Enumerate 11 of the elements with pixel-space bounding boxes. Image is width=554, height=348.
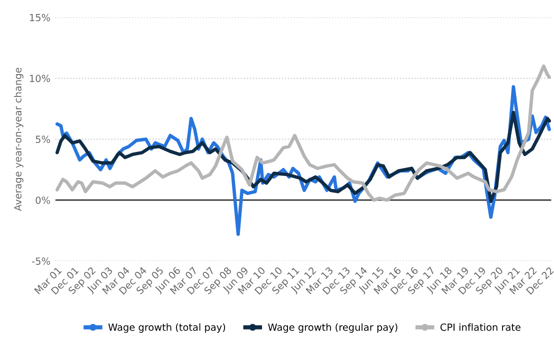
legend-label: CPI inflation rate	[440, 323, 520, 331]
y-tick-label: 15%	[30, 14, 50, 22]
legend-label: Wage growth (regular pay)	[268, 323, 398, 333]
y-tick-label: 0%	[36, 196, 50, 204]
y-tick-label: 5%	[36, 136, 50, 144]
y-tick-label: -5%	[32, 257, 50, 265]
y-tick-label: 10%	[30, 74, 50, 82]
legend-label: Wage growth (total pay)	[108, 323, 226, 333]
line-series	[55, 110, 551, 203]
line-series	[55, 64, 551, 202]
y-axis-title: Average year-on-year change	[14, 68, 24, 212]
